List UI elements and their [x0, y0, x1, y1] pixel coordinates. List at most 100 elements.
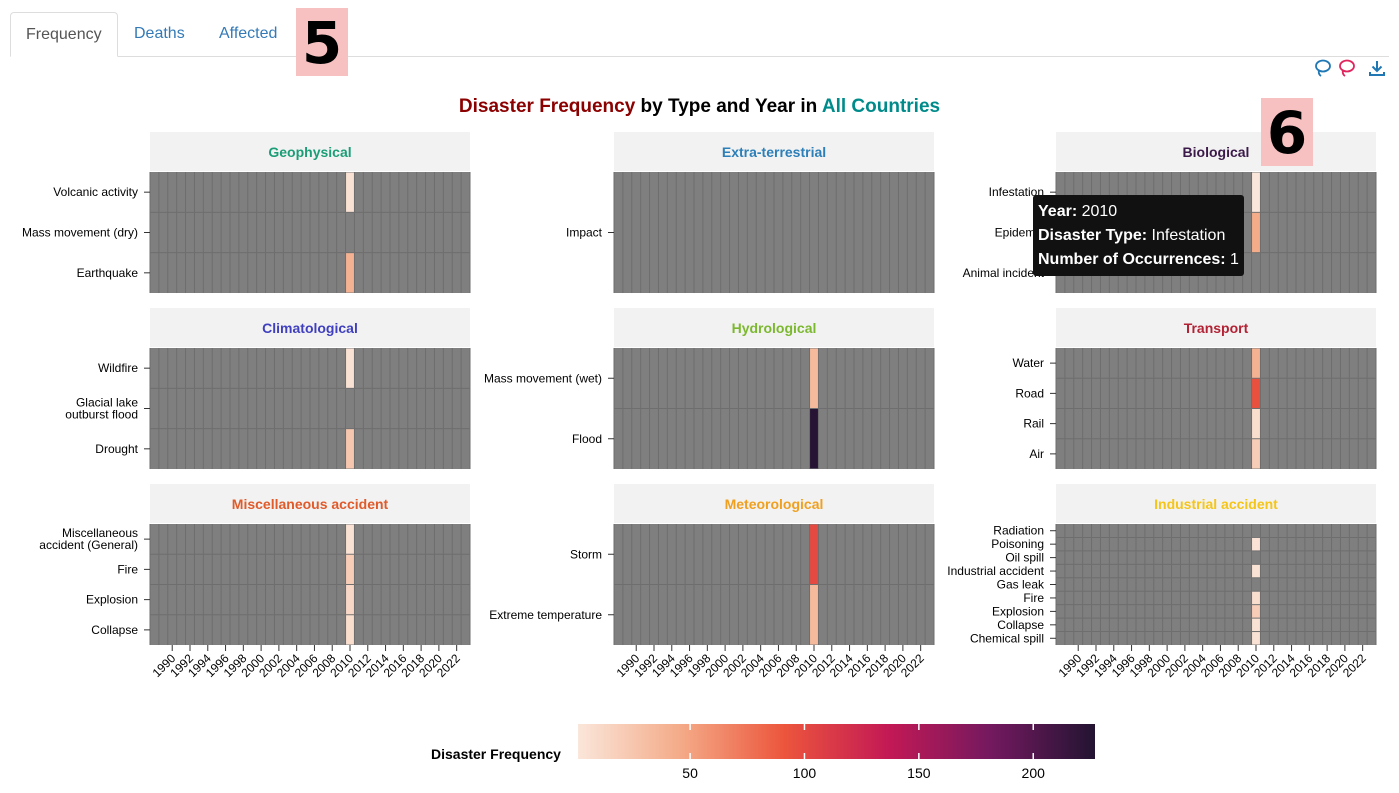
heat-cell: [1252, 348, 1260, 378]
facet-climatological: Climatological Wildfire Glacial lake outbur…: [65, 308, 471, 469]
colorbar: [578, 724, 1095, 759]
lasso-select-icon[interactable]: [1337, 58, 1357, 78]
facet-miscellaneous-accident: Miscellaneous accident Miscellaneous accid…: [39, 484, 471, 680]
y-tick-label: Radiation: [993, 524, 1044, 538]
y-tick-label: Flood: [572, 432, 602, 446]
y-tick-label: Water: [1012, 356, 1044, 370]
y-tick-label: Industrial accident: [947, 564, 1044, 578]
facet-header: [1056, 484, 1376, 523]
heat-cell: [346, 585, 354, 615]
colorbar-tick-label: 200: [1022, 765, 1046, 781]
facet-extra-terrestrial: Extra-terrestrial Impact: [566, 132, 935, 293]
facet-title: Geophysical: [268, 144, 351, 160]
y-tick-label: Epidemic: [995, 226, 1044, 240]
y-tick-label: Extreme temperature: [489, 608, 602, 622]
heat-cell: [810, 348, 818, 408]
facet-title: Industrial accident: [1154, 496, 1278, 512]
y-tick-label: Explosion: [992, 604, 1044, 618]
y-tick-label: Wildfire: [98, 361, 138, 375]
y-tick-label: Chemical spill: [970, 631, 1044, 645]
y-tick-label: Glacial lake outburst flood: [65, 396, 138, 422]
colorbar-tick-label: 100: [793, 765, 817, 781]
facet-header: [1056, 132, 1376, 171]
heat-cell: [1252, 605, 1260, 618]
chart-title: Disaster Frequency by Type and Year in A…: [0, 96, 1399, 118]
colorbar-tick-label: 150: [907, 765, 931, 781]
y-tick-label: Miscellaneous accident (General): [39, 526, 138, 552]
facet-geophysical: Geophysical Volcanic activity Mass movemen…: [22, 132, 471, 293]
heat-cell: [1252, 537, 1260, 551]
y-tick-label: Gas leak: [997, 578, 1045, 592]
facet-header: [150, 308, 470, 347]
facet-title: Biological: [1183, 144, 1250, 160]
heat-cell: [346, 172, 354, 212]
facet-hydrological: Hydrological Mass movement (wet) Flood: [484, 308, 935, 469]
tooltip-box: [1033, 195, 1244, 276]
y-tick-label: Mass movement (wet): [484, 371, 602, 385]
heat-cell: [1252, 632, 1260, 645]
facet-transport: Transport Water Road Rail Air: [1012, 308, 1377, 469]
heat-cell: [1252, 172, 1260, 212]
tooltip-line: Year: 2010: [1038, 203, 1117, 220]
tab-deaths[interactable]: Deaths: [134, 25, 185, 42]
heat-cell: [346, 615, 354, 645]
y-tick-label: Rail: [1023, 417, 1044, 431]
y-tick-label: Air: [1029, 447, 1044, 461]
y-tick-label: Explosion: [86, 593, 138, 607]
heat-cell: [1252, 618, 1260, 632]
facet-title: Transport: [1184, 320, 1249, 336]
heat-cell: [346, 348, 354, 388]
heat-cell: [810, 585, 818, 645]
y-tick-label: Impact: [566, 226, 603, 240]
y-tick-label: Fire: [1023, 591, 1044, 605]
y-tick-label: Infestation: [989, 185, 1044, 199]
facet-title: Miscellaneous accident: [232, 496, 389, 512]
download-icon[interactable]: [1367, 58, 1387, 78]
lasso-icon[interactable]: [1313, 58, 1333, 78]
facet-title: Extra-terrestrial: [722, 144, 826, 160]
facet-industrial-accident: Industrial accident RadiationPoisoningOil…: [947, 484, 1377, 680]
title-middle: by Type and Year in: [635, 96, 822, 117]
y-tick-label: Earthquake: [77, 266, 139, 280]
facet-header: [614, 132, 934, 171]
facet-header: [1056, 308, 1376, 347]
heat-cell: [346, 524, 354, 554]
heat-cell: [810, 524, 818, 584]
tab-affected[interactable]: Affected: [219, 25, 278, 42]
heat-cell: [810, 409, 818, 469]
y-tick-label: Fire: [117, 562, 138, 576]
heat-cell: [1252, 212, 1260, 253]
facet-header: [150, 484, 470, 523]
y-tick-label: Poisoning: [991, 537, 1044, 551]
title-region: All Countries: [821, 96, 941, 117]
tab-frequency[interactable]: Frequency: [10, 12, 118, 57]
y-tick-label: Collapse: [91, 623, 138, 637]
y-tick-label: Road: [1015, 386, 1044, 400]
heat-cell: [1252, 409, 1260, 439]
facet-title: Climatological: [262, 320, 358, 336]
y-tick-label: Storm: [570, 547, 602, 561]
facet-title: Hydrological: [732, 320, 817, 336]
colorbar-tick-label: 50: [682, 765, 698, 781]
hover-tooltip: Year: 2010 Disaster Type: Infestation Numb…: [1033, 195, 1244, 276]
heat-cell: [1252, 564, 1260, 578]
chart-toolbar: [1309, 58, 1389, 78]
tooltip-line: Disaster Type: Infestation: [1038, 227, 1225, 244]
title-metric: Disaster Frequency: [458, 96, 636, 117]
y-tick-label: Drought: [95, 442, 138, 456]
y-tick-label: Collapse: [997, 618, 1044, 632]
facet-header: [614, 308, 934, 347]
y-tick-label: Animal incident: [963, 266, 1045, 280]
y-tick-label: Oil spill: [1005, 551, 1044, 565]
tooltip-line: Number of Occurrences: 1: [1038, 251, 1239, 268]
heat-cell: [346, 554, 354, 584]
heat-cell: [1252, 439, 1260, 469]
facet-header: [150, 132, 470, 171]
y-tick-label: Volcanic activity: [53, 185, 138, 199]
heat-cell: [346, 253, 354, 293]
step-badge-5: 5: [296, 8, 348, 77]
tab-bar: Frequency Deaths Affected: [10, 12, 1389, 57]
heat-cell: [346, 429, 354, 469]
